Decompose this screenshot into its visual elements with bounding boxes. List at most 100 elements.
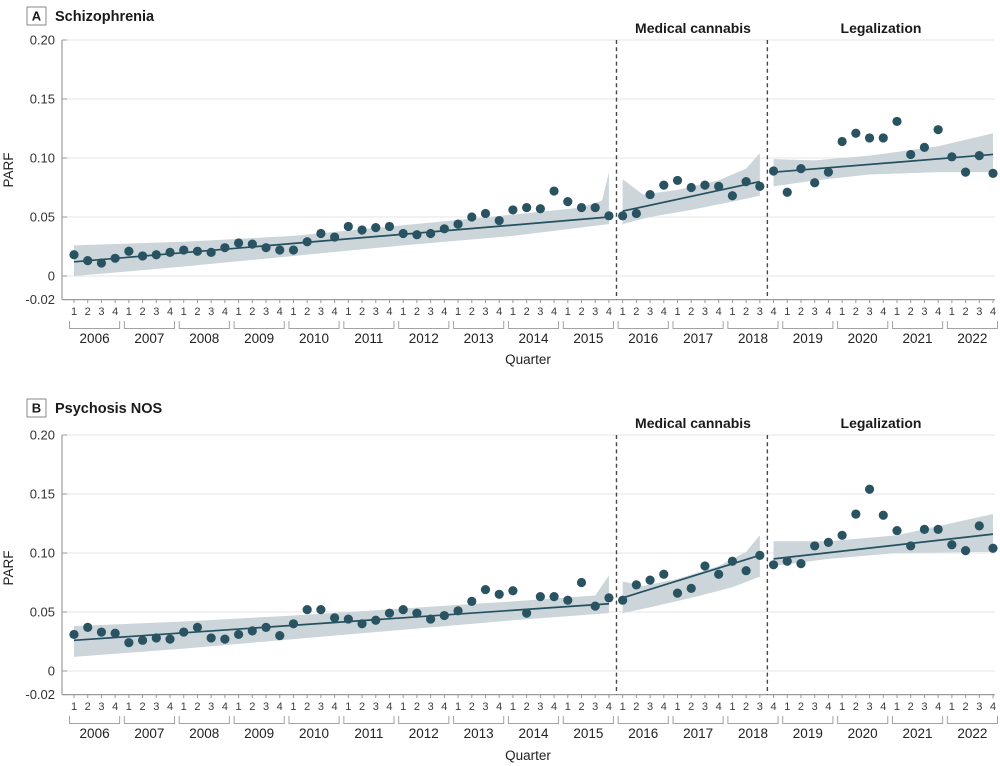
data-points [69,116,998,268]
quarter-tick-label: 4 [880,306,886,318]
quarter-tick-label: 2 [633,306,639,318]
year-label: 2016 [628,726,658,741]
y-axis-title: PARF [1,152,16,187]
data-point [906,541,916,551]
data-point [439,224,449,234]
data-point [933,125,943,135]
year-label: 2015 [573,726,603,741]
quarter-tick-label: 2 [304,306,310,318]
quarter-tick-label: 3 [866,701,872,713]
quarter-tick-label: 1 [784,306,790,318]
data-point [631,208,641,219]
y-tick-label: -0.02 [25,292,55,307]
quarter-tick-label: 1 [400,306,406,318]
region-label-medical-cannabis: Medical cannabis [635,20,751,36]
quarter-tick-label: 3 [647,701,653,713]
data-point [631,580,641,590]
quarter-tick-label: 1 [729,701,735,713]
data-point [494,215,504,226]
x-axis [62,299,995,304]
data-point [275,631,285,641]
quarter-tick-label: 2 [85,701,91,713]
quarter-tick-label: 1 [126,306,132,318]
year-label: 2013 [464,331,494,346]
quarter-tick-label: 3 [373,306,379,318]
quarter-tick-label: 4 [277,306,283,318]
year-label: 2017 [683,726,713,741]
quarter-tick-label: 3 [318,701,324,713]
data-point [919,142,930,152]
region-label-legalization: Legalization [841,20,922,36]
data-point [453,606,463,616]
data-point [590,202,600,213]
quarter-tick-label: 1 [949,306,955,318]
quarter-tick-label: 2 [743,306,749,318]
quarter-tick-label: 1 [784,701,790,713]
data-point [947,540,957,550]
data-point [988,168,998,178]
data-point [892,525,902,536]
year-bracket [178,321,230,329]
quarter-tick-label: 4 [825,306,831,318]
y-tick-label: 0.15 [30,487,55,502]
year-bracket [233,321,285,329]
quarter-tick-label: 4 [825,701,831,713]
year-label: 2022 [957,726,987,741]
year-bracket [398,716,450,724]
data-point [137,251,148,261]
quarter-tick-label: 3 [592,701,598,713]
region-label-medical-cannabis: Medical cannabis [635,415,751,431]
year-label: 2021 [903,726,933,741]
data-point [508,205,518,215]
data-point [508,586,518,596]
data-point [755,550,765,560]
quarter-tick-label: 4 [551,306,557,318]
quarter-tick-label: 4 [935,306,941,318]
data-point [206,247,216,257]
quarter-tick-label: 3 [757,701,763,713]
data-point [357,619,367,629]
quarter-tick-label: 2 [908,701,914,713]
data-point [549,186,559,196]
data-point [796,164,806,174]
data-point [645,575,655,585]
year-bracket [562,716,614,724]
data-point [700,561,710,571]
region-label-legalization: Legalization [841,415,922,431]
year-label: 2016 [628,331,658,346]
year-bracket [782,716,834,724]
quarter-tick-label: 4 [661,306,667,318]
year-bracket [123,321,176,329]
data-point [974,521,984,531]
quarter-tick-label: 1 [455,701,461,713]
trend-line [73,602,609,642]
panel-label-box [26,398,47,418]
data-point [220,634,230,644]
data-point [864,484,875,494]
quarter-tick-label: 1 [565,306,571,318]
quarter-tick-label: 4 [496,701,502,713]
data-point [192,246,203,256]
quarter-tick-label: 3 [921,701,927,713]
gridlines [62,434,995,672]
quarter-tick-label: 4 [332,306,338,318]
data-point [727,191,737,201]
data-point [247,239,257,249]
quarter-tick-label: 4 [222,701,228,713]
data-point [810,541,820,551]
panel-label-box [26,6,47,26]
quarter-tick-label: 4 [606,306,612,318]
data-point [590,601,600,611]
data-point [604,211,614,221]
data-point [535,204,545,214]
panel-label: A [32,9,42,24]
data-point [398,605,408,615]
data-point [179,627,189,637]
quarter-tick-label: 2 [140,306,146,318]
data-point [343,614,353,624]
quarter-tick-label: 2 [524,701,530,713]
data-point [755,181,765,191]
year-label: 2008 [189,726,219,741]
data-point [960,546,971,556]
